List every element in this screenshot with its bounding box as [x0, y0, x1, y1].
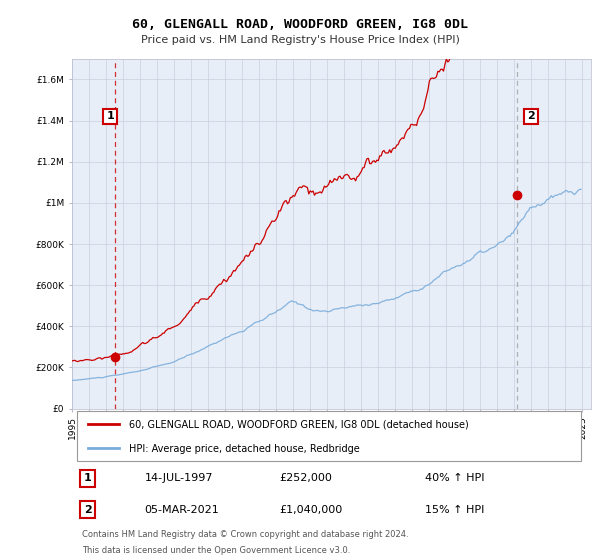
Text: Price paid vs. HM Land Registry's House Price Index (HPI): Price paid vs. HM Land Registry's House … — [140, 35, 460, 45]
Text: 14-JUL-1997: 14-JUL-1997 — [145, 473, 213, 483]
Text: 1: 1 — [83, 473, 91, 483]
Text: 60, GLENGALL ROAD, WOODFORD GREEN, IG8 0DL (detached house): 60, GLENGALL ROAD, WOODFORD GREEN, IG8 0… — [129, 420, 469, 430]
Text: This data is licensed under the Open Government Licence v3.0.: This data is licensed under the Open Gov… — [82, 545, 351, 554]
Text: 1: 1 — [106, 111, 114, 122]
Text: 40% ↑ HPI: 40% ↑ HPI — [425, 473, 484, 483]
Text: 15% ↑ HPI: 15% ↑ HPI — [425, 505, 484, 515]
Text: £252,000: £252,000 — [280, 473, 332, 483]
Text: HPI: Average price, detached house, Redbridge: HPI: Average price, detached house, Redb… — [129, 444, 360, 454]
Text: Contains HM Land Registry data © Crown copyright and database right 2024.: Contains HM Land Registry data © Crown c… — [82, 530, 409, 539]
Text: 2: 2 — [527, 111, 535, 122]
Text: £1,040,000: £1,040,000 — [280, 505, 343, 515]
Text: 05-MAR-2021: 05-MAR-2021 — [145, 505, 220, 515]
FancyBboxPatch shape — [77, 411, 581, 461]
Text: 2: 2 — [83, 505, 91, 515]
Text: 60, GLENGALL ROAD, WOODFORD GREEN, IG8 0DL: 60, GLENGALL ROAD, WOODFORD GREEN, IG8 0… — [132, 18, 468, 31]
